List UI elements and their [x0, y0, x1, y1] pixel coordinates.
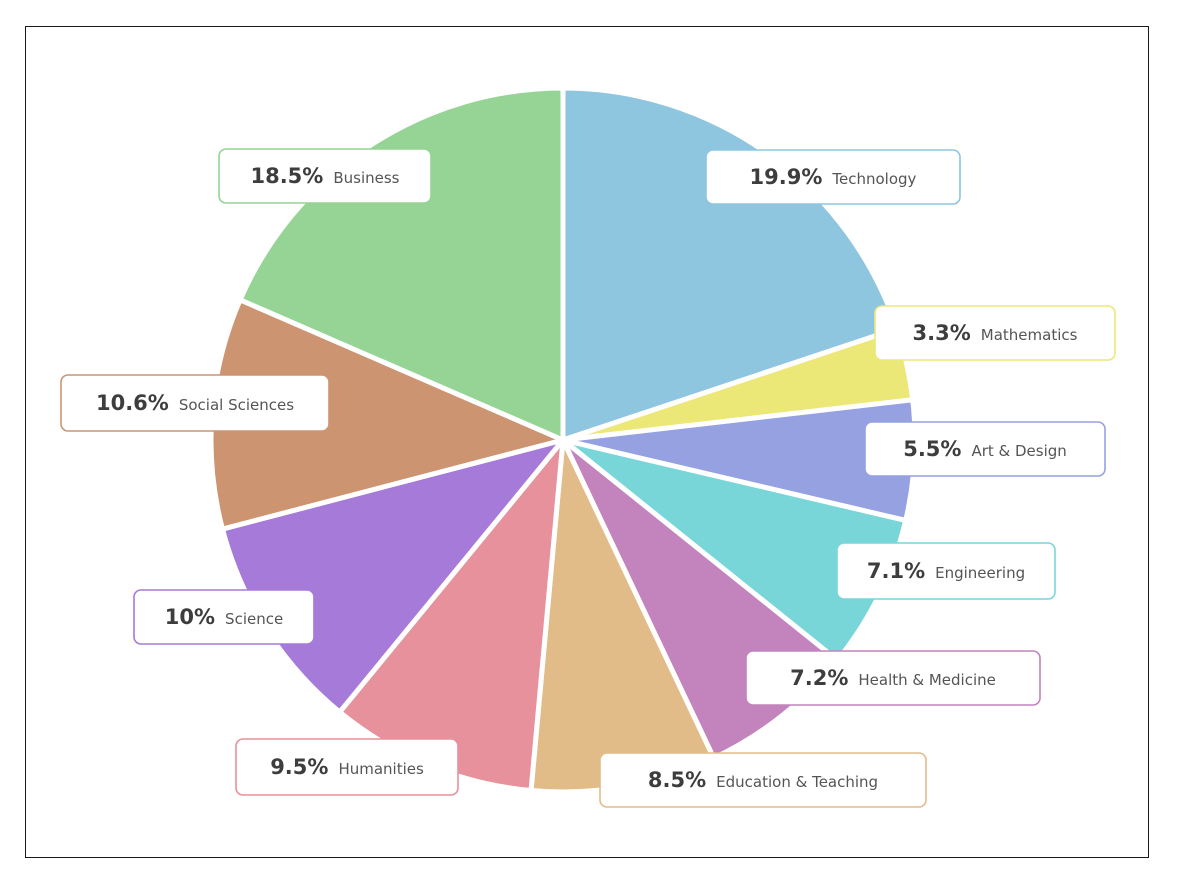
slice-category-label: Engineering — [935, 564, 1025, 582]
slice-value-label: 9.5% — [270, 755, 328, 779]
slice-category-label: Humanities — [338, 760, 424, 778]
slice-value-label: 19.9% — [750, 165, 823, 189]
slice-label-mathematics: 3.3% Mathematics — [875, 306, 1115, 360]
slice-category-label: Science — [225, 610, 283, 628]
slice-label-art-design: 5.5% Art & Design — [865, 422, 1105, 476]
slice-label-education-teaching: 8.5% Education & Teaching — [600, 753, 926, 807]
slice-category-label: Mathematics — [981, 326, 1078, 344]
slice-category-label: Health & Medicine — [858, 671, 996, 689]
slice-label-humanities: 9.5% Humanities — [236, 739, 458, 795]
label-box — [134, 590, 314, 644]
slice-value-label: 5.5% — [903, 437, 961, 461]
slice-category-label: Technology — [831, 170, 916, 188]
slice-value-label: 3.3% — [913, 321, 971, 345]
slice-label-social-sciences: 10.6% Social Sciences — [61, 375, 329, 431]
slice-category-label: Education & Teaching — [716, 773, 878, 791]
slice-category-label: Art & Design — [971, 442, 1066, 460]
slice-value-label: 7.2% — [790, 666, 848, 690]
slice-label-health-medicine: 7.2% Health & Medicine — [746, 651, 1040, 705]
slice-label-science: 10% Science — [134, 590, 314, 644]
slice-value-label: 7.1% — [867, 559, 925, 583]
slice-value-label: 10.6% — [96, 391, 169, 415]
slice-category-label: Business — [333, 169, 399, 187]
slice-label-engineering: 7.1% Engineering — [837, 543, 1055, 599]
slice-label-business: 18.5% Business — [219, 149, 431, 203]
slice-category-label: Social Sciences — [179, 396, 294, 414]
pie-chart: 19.9% Technology 3.3% Mathematics 5.5% Art & … — [0, 0, 1177, 883]
slice-value-label: 18.5% — [250, 164, 323, 188]
slice-value-label: 8.5% — [648, 768, 706, 792]
slice-value-label: 10% — [165, 605, 215, 629]
slice-label-technology: 19.9% Technology — [706, 150, 960, 204]
